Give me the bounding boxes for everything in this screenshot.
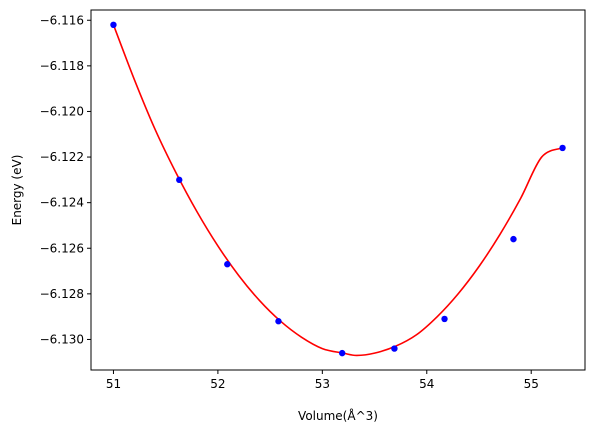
data-point [110,21,117,29]
y-tick-label: −6.116 [40,13,84,27]
y-tick-label: −6.120 [40,104,84,118]
x-tick-label: 55 [524,377,539,391]
data-point [176,176,183,184]
data-point [391,345,398,352]
y-tick-label: −6.130 [40,332,84,346]
y-axis-title: Energy (eV) [10,155,24,226]
series-layer [110,21,566,357]
data-point [441,315,448,323]
data-point [275,318,282,325]
x-axis-ticks: 51 52 53 54 55 [106,370,539,391]
data-point [224,261,231,268]
data-point [510,235,517,243]
x-axis-title: Volume(Å^3) [298,408,378,423]
data-point [559,144,566,152]
y-tick-label: −6.122 [40,150,84,164]
x-tick-label: 53 [315,377,330,391]
plot-area-frame [90,9,586,371]
y-tick-label: −6.124 [40,196,84,210]
data-point [338,349,346,357]
y-tick-label: −6.128 [40,287,84,301]
x-tick-label: 54 [419,377,434,391]
y-tick-label: −6.118 [40,59,84,73]
y-axis-ticks: −6.116 −6.118 −6.120 −6.122 −6.124 −6.126 −6.1… [40,13,91,346]
x-tick-label: 52 [210,377,225,391]
x-tick-label: 51 [106,377,121,391]
y-tick-label: −6.126 [40,241,84,255]
